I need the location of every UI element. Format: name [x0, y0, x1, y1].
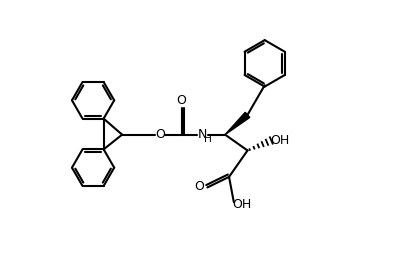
Text: N: N: [198, 128, 207, 141]
Text: O: O: [155, 128, 165, 141]
Polygon shape: [225, 112, 250, 135]
Text: OH: OH: [232, 197, 251, 211]
Text: H: H: [204, 134, 212, 144]
Text: O: O: [194, 180, 204, 193]
Text: O: O: [176, 94, 186, 107]
Text: OH: OH: [270, 134, 289, 147]
